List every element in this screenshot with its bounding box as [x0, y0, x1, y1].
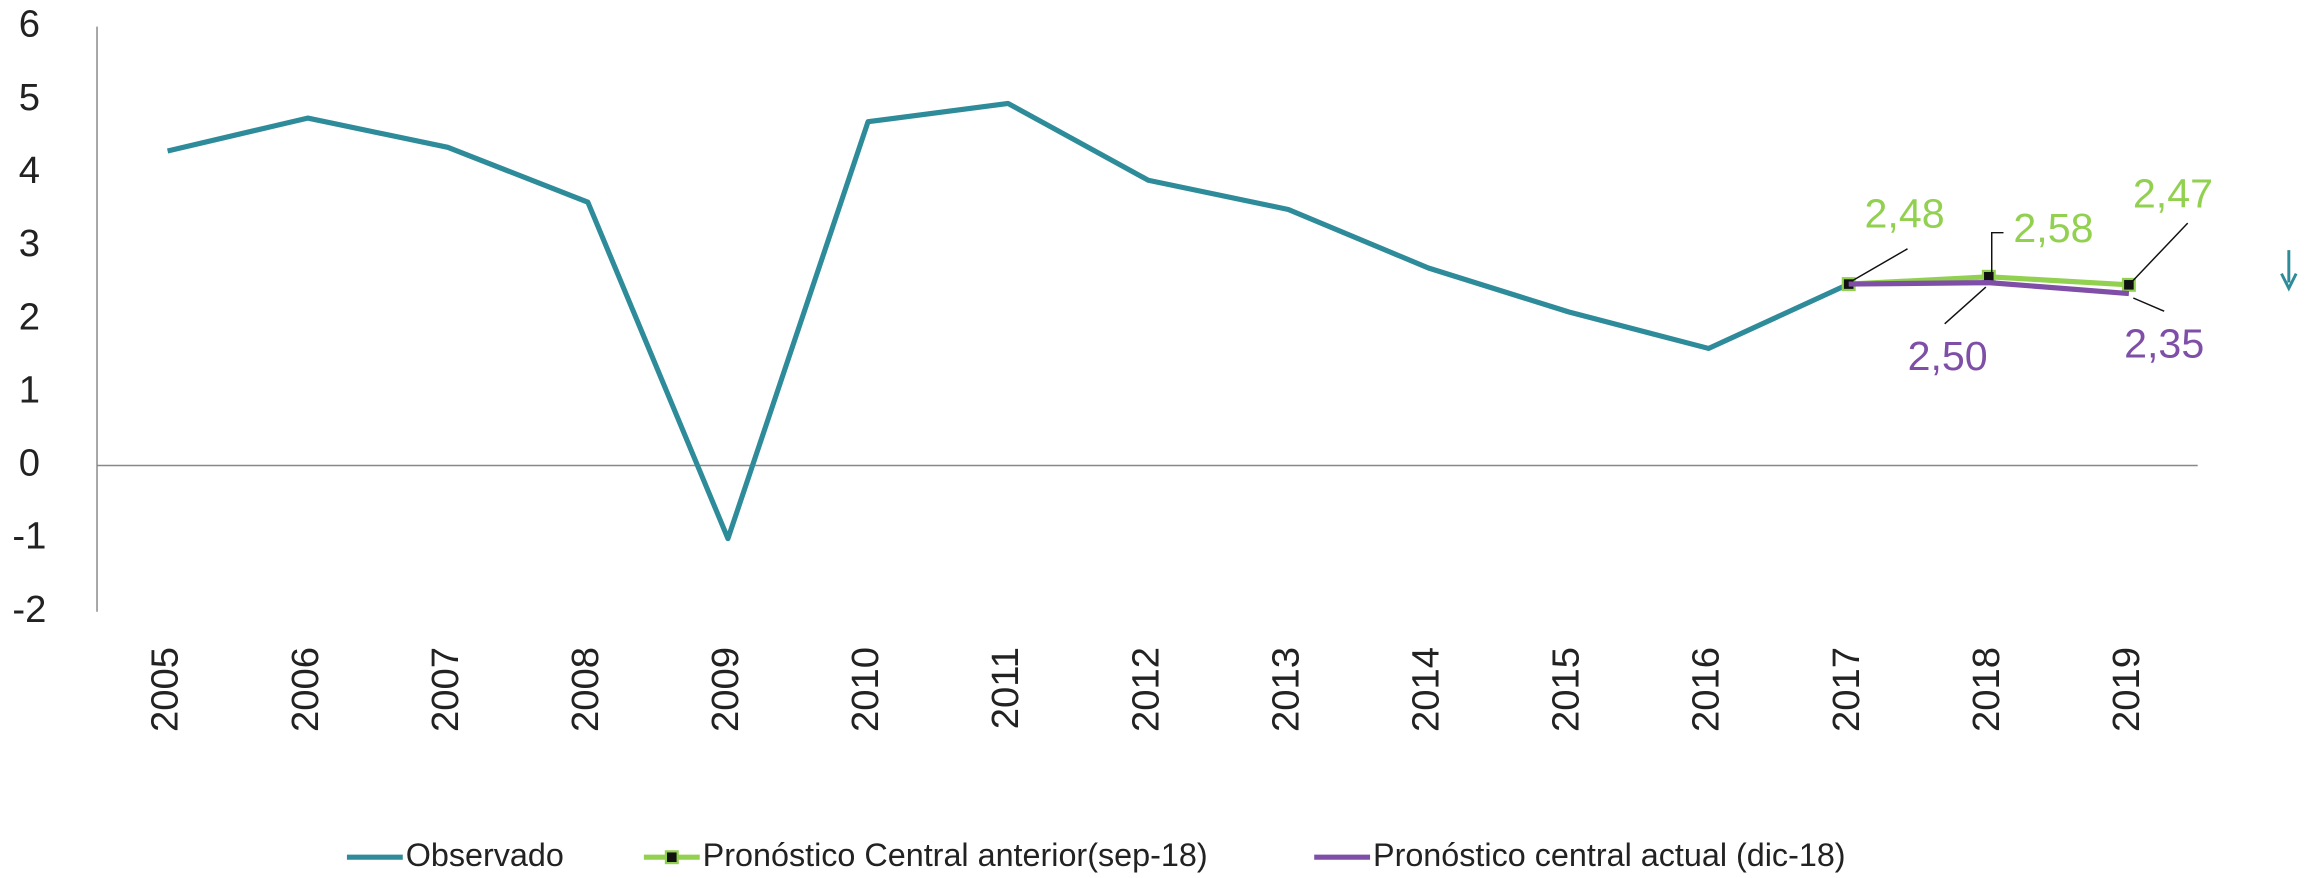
legend-label: Pronóstico central actual (dic-18) [1373, 837, 1846, 873]
x-tick-label: 2009 [704, 647, 747, 732]
x-tick-label: 2015 [1545, 647, 1588, 732]
x-tick-label: 2014 [1405, 647, 1448, 732]
x-tick-label: 2011 [984, 647, 1027, 729]
legend-marker [664, 850, 679, 865]
label-leader [1991, 231, 2004, 274]
x-tick-label: 2017 [1825, 647, 1868, 732]
y-tick-label: 2 [19, 295, 40, 338]
data-label: 2,58 [2013, 205, 2093, 251]
x-tick-label: 2019 [2105, 647, 2148, 732]
y-tick-label: 0 [19, 442, 40, 485]
x-tick-label: 2006 [284, 647, 327, 732]
point-marker [2121, 277, 2136, 292]
legend-label: Pronóstico Central anterior(sep-18) [703, 837, 1208, 873]
y-tick-label: 1 [19, 368, 40, 411]
x-tick-label: 2010 [844, 647, 887, 732]
data-label: 2,47 [2133, 170, 2213, 216]
y-tick-label: -1 [12, 515, 46, 558]
y-tick-label: 6 [19, 3, 40, 46]
label-leader [1944, 286, 1987, 325]
trend-arrow [2280, 250, 2298, 292]
x-tick-label: 2005 [144, 647, 187, 732]
x-tick-label: 2012 [1124, 647, 1167, 732]
legend-label: Observado [406, 837, 564, 873]
y-tick-label: -2 [12, 588, 46, 631]
series-line [1848, 280, 2130, 297]
x-tick-label: 2013 [1264, 647, 1307, 732]
x-tick-label: 2018 [1965, 647, 2008, 732]
series-line [166, 100, 1850, 542]
y-tick-label: 3 [19, 222, 40, 265]
y-tick-label: 4 [19, 149, 40, 192]
x-tick-label: 2008 [564, 647, 607, 732]
data-label: 2,35 [2124, 320, 2204, 366]
label-leader [2133, 297, 2165, 312]
x-tick-label: 2016 [1685, 647, 1728, 732]
label-leader [1851, 248, 1908, 282]
data-label: 2,48 [1865, 190, 1945, 236]
y-tick-label: 5 [19, 76, 40, 119]
data-label: 2,50 [1908, 333, 1988, 379]
label-leader [2131, 222, 2189, 283]
x-tick-label: 2007 [424, 647, 467, 732]
